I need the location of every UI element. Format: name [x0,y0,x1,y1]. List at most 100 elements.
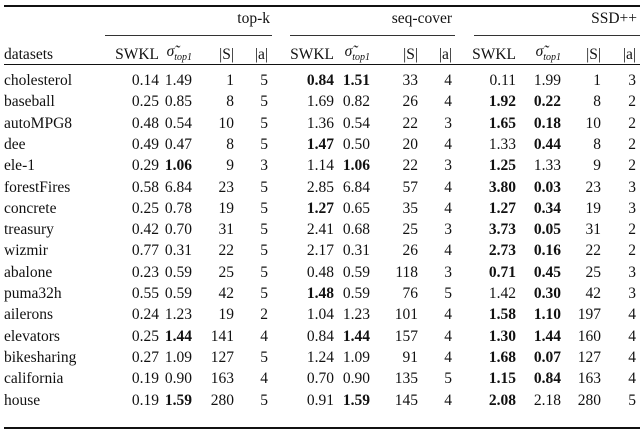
subgroup-count-cell: 160 [565,326,605,347]
cell-value: 0.31 [164,242,192,260]
cell-value: 1.10 [533,306,561,324]
cell-value: 4 [444,348,452,366]
subgroup-count-cell: 141 [196,326,238,347]
cell-value: 4 [628,370,636,388]
cell-value: 1.51 [342,72,370,90]
cell-value: 0.54 [342,114,370,132]
attribute-count-cell: 2 [605,91,640,112]
attribute-count-cell: 5 [238,262,272,283]
cell-value: 1.65 [488,114,516,132]
attribute-count-cell: 5 [238,219,272,240]
swkl-cell: 0.23 [110,262,163,283]
cell-value: 0.16 [533,242,561,260]
dataset-name: ailerons [4,306,54,324]
dataset-name: forestFires [4,178,71,196]
table-row: baseball 0.25 0.85 8 5 1.69 0.82 26 4 1.92 0.22 8 2 [0,91,640,112]
sigma-top1-cell: 2.18 [520,390,565,411]
attribute-count-cell: 3 [605,283,640,304]
attribute-count-cell: 5 [422,368,456,389]
cell-value: 22 [402,114,419,132]
cell-value: 5 [444,285,452,303]
cell-value: 0.42 [131,221,159,239]
cell-value: 8 [226,93,234,111]
cell-value: 1.58 [488,306,516,324]
cell-value: 2 [628,114,636,132]
sigma-top1-cell: 1.99 [520,70,565,91]
cell-value: 3 [260,157,268,175]
cell-value: 1.42 [488,285,516,303]
column-header-sigma-top1: σ̃top1 [338,40,374,70]
cell-value: 1.48 [306,285,334,303]
cell-value: 145 [394,391,418,409]
attribute-count-cell: 3 [422,155,456,176]
sigma-top1-cell: 1.59 [338,390,374,411]
cell-value: 8 [593,93,601,111]
attribute-count-cell: 4 [422,198,456,219]
cell-value: 197 [577,306,601,324]
attribute-count-cell: 4 [422,240,456,261]
sigma-top1-cell: 0.59 [338,262,374,283]
sigma-subscript: top1 [543,52,561,64]
attribute-count-cell: 2 [605,155,640,176]
subgroup-count-cell: 135 [374,368,422,389]
attribute-count-cell: 5 [238,198,272,219]
subgroup-count-cell: 25 [565,262,605,283]
attribute-count-cell: 5 [238,113,272,134]
cell-value: 4 [444,135,452,153]
swkl-cell: 0.55 [110,283,163,304]
attribute-count-cell: 4 [238,326,272,347]
table-row: elevators 0.25 1.44 141 4 0.84 1.44 157 4 1.30 1.4… [0,326,640,347]
attribute-count-cell: 4 [422,70,456,91]
dataset-name: baseball [4,93,55,111]
sigma-top1-cell: 0.05 [520,219,565,240]
cell-value: 0.71 [488,263,516,281]
cell-value: 2.41 [306,221,334,239]
swkl-cell: 0.19 [110,390,163,411]
cell-value: 19 [585,199,602,217]
dataset-name: cholesterol [4,72,73,90]
table-row: wizmir 0.77 0.31 22 5 2.17 0.31 26 4 2.73 0.16 22 2 [0,240,640,261]
swkl-cell: 1.15 [456,368,520,389]
dataset-name: concrete [4,199,57,217]
dataset-name: california [4,370,64,388]
cell-value: 0.25 [131,199,159,217]
column-header-swkl: SWKL [290,46,334,64]
attribute-count-cell: 4 [605,304,640,325]
cell-value: 0.25 [131,327,159,345]
sigma-top1-cell: 0.31 [163,240,196,261]
dataset-name: house [4,391,41,409]
dataset-name: bikesharing [4,348,77,366]
attribute-count-cell: 5 [238,283,272,304]
cell-value: 0.65 [342,199,370,217]
cell-value: 127 [210,348,234,366]
swkl-cell: 1.48 [272,283,338,304]
subgroup-count-cell: 118 [374,262,422,283]
cell-value: 0.29 [131,157,159,175]
cell-value: 22 [402,157,419,175]
sigma-top1-cell: 1.09 [338,347,374,368]
cmidrule-ssd [474,35,640,36]
cell-value: 1.27 [488,199,516,217]
attribute-count-cell: 2 [238,304,272,325]
cell-value: 25 [402,221,419,239]
cell-value: 22 [585,242,602,260]
swkl-cell: 0.29 [110,155,163,176]
subgroup-count-cell: 1 [565,70,605,91]
subgroup-count-cell: 145 [374,390,422,411]
cell-value: 5 [260,178,268,196]
subgroup-count-cell: 163 [565,368,605,389]
cell-value: 3.80 [488,178,516,196]
sigma-top1-cell: 0.18 [520,113,565,134]
top-rule [4,5,640,7]
subgroup-count-cell: 163 [196,368,238,389]
table-row: ele-1 0.29 1.06 9 3 1.14 1.06 22 3 1.25 1.33 9 2 [0,155,640,176]
header-rule [4,64,640,65]
subgroup-count-cell: 19 [196,304,238,325]
cell-value: 0.70 [306,370,334,388]
attribute-count-cell: 5 [238,240,272,261]
swkl-cell: 1.58 [456,304,520,325]
swkl-cell: 1.30 [456,326,520,347]
table-row: concrete 0.25 0.78 19 5 1.27 0.65 35 4 1.27 0.34 19… [0,198,640,219]
cell-value: 0.91 [306,391,334,409]
swkl-cell: 1.69 [272,91,338,112]
